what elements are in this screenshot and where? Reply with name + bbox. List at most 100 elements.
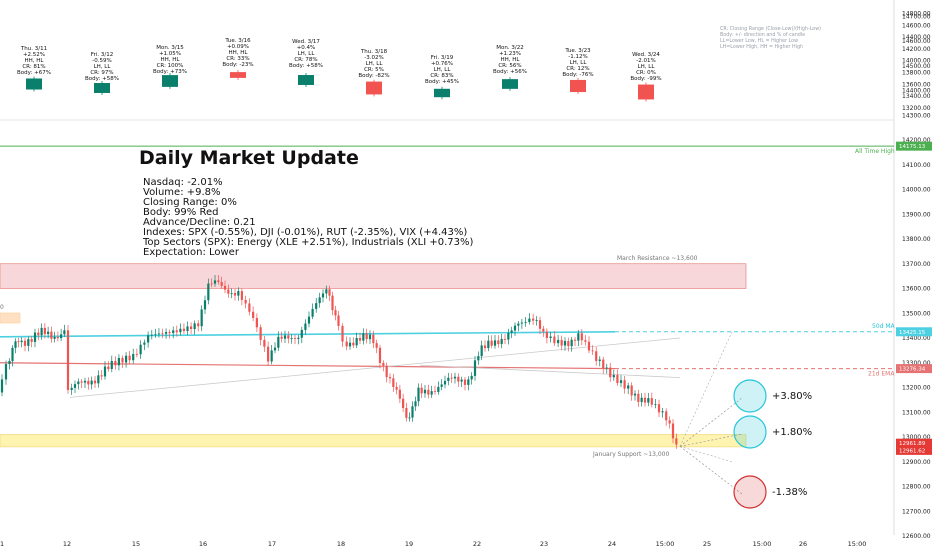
- y-tick-label: 14300.00: [902, 112, 931, 119]
- candle-body: [14, 341, 17, 348]
- card-candle-body: [570, 79, 586, 93]
- candle-body: [647, 398, 650, 403]
- candle-body: [507, 332, 510, 340]
- candle-body: [665, 411, 668, 421]
- upper-y-tick-label: 14600.00: [902, 22, 931, 29]
- card-candle-body: [230, 72, 246, 78]
- candle-body: [598, 359, 601, 362]
- candle-body: [345, 341, 348, 347]
- candle-body: [587, 341, 591, 351]
- candle-body: [297, 337, 300, 339]
- price-tag: [896, 445, 932, 455]
- left-marker: 0: [0, 304, 4, 311]
- summary-line: Indexes: SPX (-0.55%), DJI (-0.01%), RUT…: [143, 227, 467, 238]
- candle-body: [633, 393, 637, 396]
- projection-circle: [733, 379, 767, 413]
- candle-body: [661, 411, 664, 413]
- candle-body: [207, 283, 210, 301]
- card-text: HH, HL: [229, 50, 249, 56]
- candle-body: [300, 329, 303, 338]
- candle-body: [70, 387, 73, 390]
- candle-body: [121, 357, 124, 363]
- zone-label: January Support ~13,000: [592, 451, 669, 458]
- price-tag-label: 12961.62: [899, 448, 925, 454]
- x-tick-label: 23: [540, 540, 548, 548]
- y-tick-label: 14100.00: [902, 162, 931, 169]
- card-text: Thu. 3/18: [360, 49, 388, 55]
- candle-body: [220, 282, 223, 286]
- candle-body: [56, 337, 59, 339]
- card-text: CR: 0%: [636, 70, 656, 76]
- candle-body: [164, 332, 168, 334]
- candle-body: [248, 303, 251, 312]
- candle-body: [362, 333, 365, 341]
- projection-path: [679, 397, 743, 447]
- card-text: LH, LL: [570, 60, 588, 66]
- candle-body: [500, 338, 503, 345]
- legend-note: CR: Closing Range (Close-Low)/(High-Low): [720, 26, 821, 32]
- candle-body: [368, 334, 372, 340]
- card-text: -0.59%: [92, 58, 111, 64]
- candle-body: [643, 397, 647, 403]
- card-text: Thu. 3/11: [20, 46, 47, 52]
- x-tick-label: 22: [473, 540, 481, 548]
- y-tick-label: 13200.00: [902, 385, 931, 392]
- candle-body: [457, 376, 460, 382]
- y-tick-label: 12900.00: [902, 459, 931, 466]
- candle-body: [73, 384, 77, 388]
- candle-body: [40, 327, 43, 336]
- candle-body: [263, 339, 266, 347]
- ema21-label: 21d EMA: [868, 371, 895, 378]
- legend-note: Body: +/- direction and % of candle: [720, 32, 805, 38]
- candle-body: [77, 381, 80, 385]
- candle-body: [90, 380, 93, 385]
- upper-y-tick-label: 13200.00: [902, 105, 931, 112]
- card-candle-body: [502, 79, 518, 89]
- candle-body: [53, 337, 56, 339]
- candle-body: [437, 386, 440, 392]
- card-text: CR: 78%: [294, 57, 317, 63]
- y-tick-label: 13700.00: [902, 261, 931, 268]
- candle-body: [11, 347, 14, 361]
- y-tick-label: 13400.00: [902, 335, 931, 342]
- candle-body: [193, 323, 196, 330]
- x-tick-label: 25: [703, 540, 711, 548]
- candle-body: [398, 389, 401, 399]
- candle-body: [630, 385, 633, 396]
- candle-body: [513, 325, 517, 331]
- candle-body: [671, 423, 675, 439]
- candle-body: [524, 322, 527, 323]
- candle-body: [591, 350, 594, 352]
- x-tick-label: 15:00: [848, 540, 867, 548]
- card-text: CR: 5%: [364, 67, 384, 73]
- candle-body: [427, 389, 430, 395]
- candle-body: [520, 322, 523, 324]
- left-marker-box: [0, 312, 21, 324]
- candle-body: [233, 292, 237, 296]
- candle-body: [267, 346, 270, 362]
- candle-body: [463, 379, 467, 385]
- card-text: Fri. 3/12: [91, 52, 113, 58]
- candle-body: [97, 375, 100, 384]
- candle-body: [420, 387, 423, 394]
- zones: March Resistance ~13,600 January Support …: [0, 255, 747, 458]
- candle-body: [23, 340, 27, 346]
- candle-body: [150, 334, 153, 336]
- candle-body: [93, 380, 97, 384]
- summary-line: Top Sectors (SPX): Energy (XLE +2.51%), …: [142, 237, 473, 248]
- card-text: Body: -76%: [562, 72, 593, 78]
- card-text: -1.12%: [568, 54, 587, 60]
- legend-notes: CR: Closing Range (Close-Low)/(High-Low)…: [720, 26, 821, 50]
- candle-body: [395, 386, 398, 390]
- summary-line: Closing Range: 0%: [143, 197, 237, 208]
- ma50-line: [0, 330, 616, 338]
- card-text: Tue. 3/16: [224, 38, 251, 44]
- upper-y-tick-label: 14400.00: [902, 34, 931, 41]
- card-text: Body: +45%: [425, 79, 459, 85]
- candle-body: [318, 297, 321, 304]
- candle-body: [186, 326, 189, 332]
- candle-body: [423, 389, 427, 394]
